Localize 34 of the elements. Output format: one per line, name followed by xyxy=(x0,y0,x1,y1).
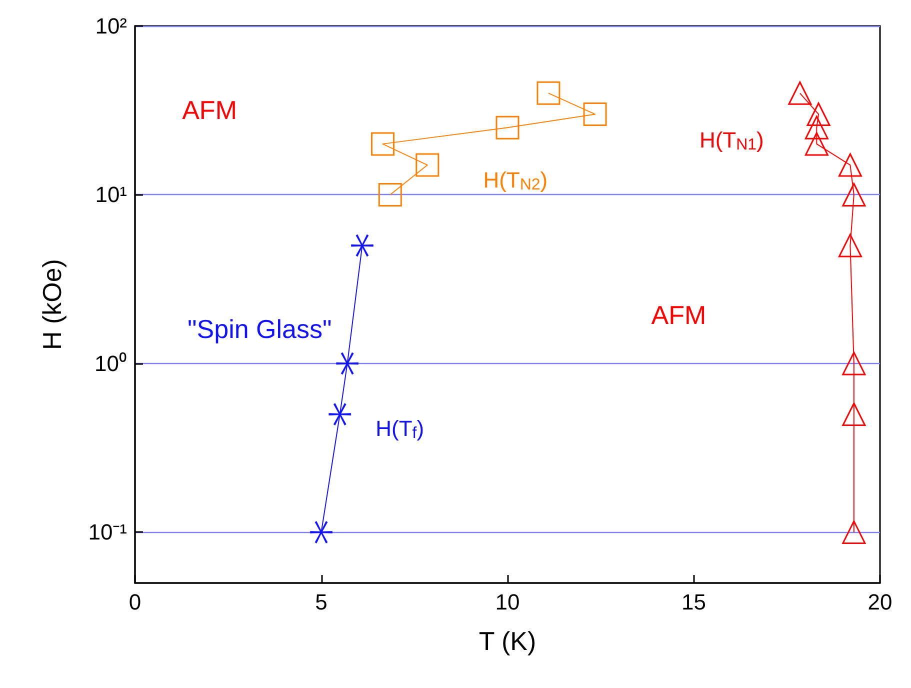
x-tick-label: 5 xyxy=(315,590,328,614)
point xyxy=(804,116,828,140)
x-tick-label: 0 xyxy=(128,590,142,614)
point xyxy=(842,402,866,426)
point xyxy=(842,182,866,206)
y-tick-label: 10⁰ xyxy=(94,350,127,376)
point xyxy=(351,234,374,257)
point xyxy=(336,352,358,375)
annotation: AFM xyxy=(182,95,237,126)
point xyxy=(842,520,866,544)
point xyxy=(370,132,394,156)
point xyxy=(416,153,440,177)
point xyxy=(788,81,812,105)
y-tick-label: 10² xyxy=(95,14,127,38)
annotation: AFM xyxy=(651,300,706,330)
point xyxy=(310,521,332,544)
point xyxy=(842,352,866,376)
point xyxy=(804,132,828,156)
x-tick-label: 15 xyxy=(682,590,706,614)
point xyxy=(838,234,862,258)
point xyxy=(328,403,352,426)
y-tick-label: 10¹ xyxy=(95,182,127,208)
point xyxy=(806,102,830,126)
y-axis-title: H (kOe) xyxy=(37,259,67,350)
x-axis-title: T (K) xyxy=(478,626,536,656)
annotation: "Spin Glass" xyxy=(188,314,332,344)
x-tick-label: 10 xyxy=(495,590,520,614)
x-tick-label: 20 xyxy=(868,590,892,614)
y-tick-label: 10⁻¹ xyxy=(88,520,127,545)
point xyxy=(496,116,520,140)
point xyxy=(536,81,560,105)
point xyxy=(583,102,607,126)
point xyxy=(838,153,862,177)
point xyxy=(378,182,402,206)
